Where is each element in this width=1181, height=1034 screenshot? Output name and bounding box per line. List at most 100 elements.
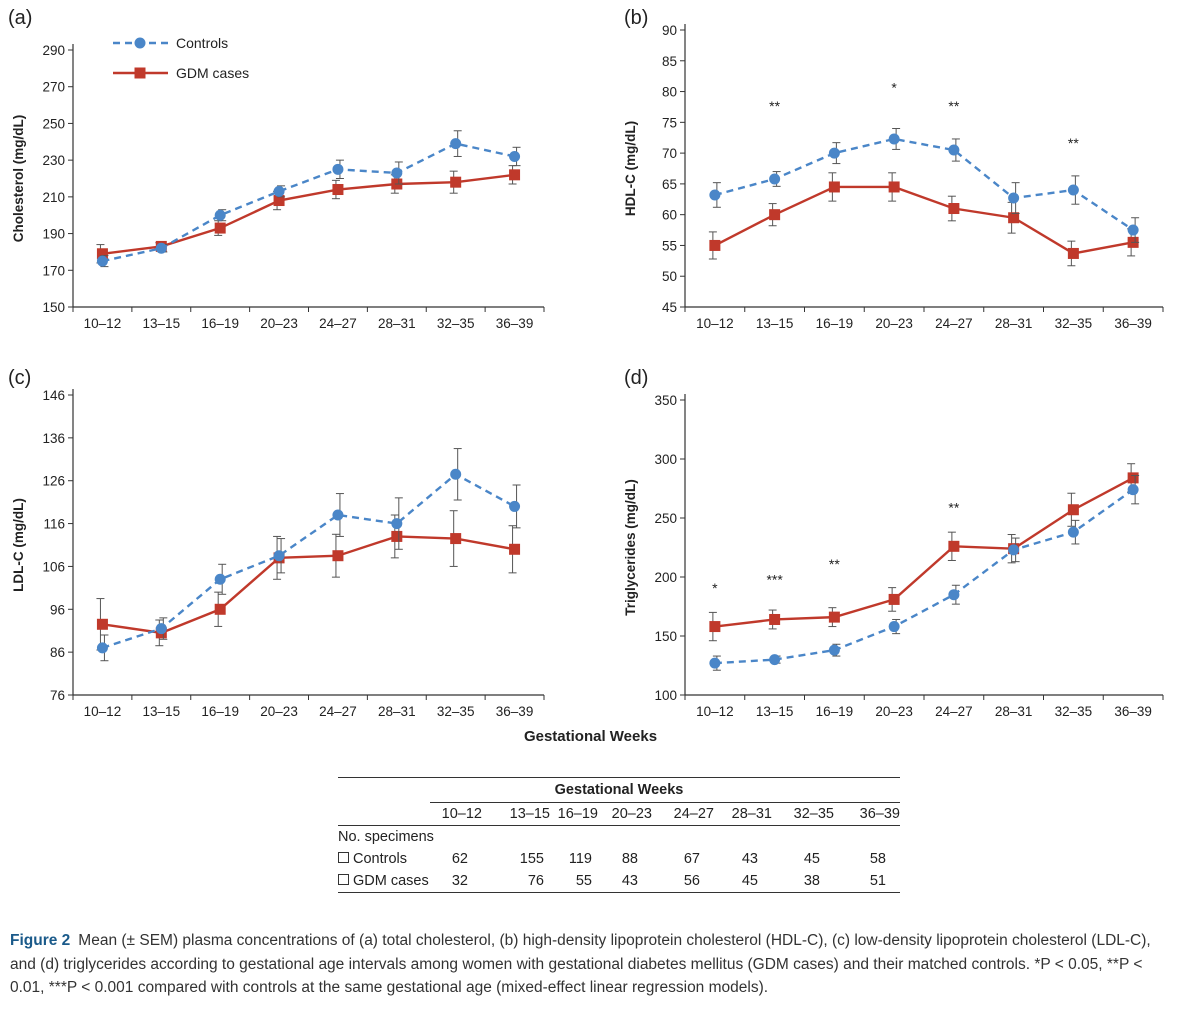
x-tick-label: 32–35	[1055, 316, 1093, 331]
legend-gdm-label: GDM cases	[176, 65, 249, 81]
x-tick-label: 16–19	[816, 704, 854, 719]
gdm-data-point	[709, 239, 721, 251]
x-tick-label: 36–39	[496, 704, 534, 719]
controls-data-point	[155, 242, 167, 254]
panel-label: (a)	[8, 7, 32, 29]
controls-data-point	[828, 147, 840, 159]
x-tick-label: 28–31	[995, 704, 1033, 719]
y-tick-label: 350	[654, 393, 677, 408]
significance-marker: ***	[766, 572, 783, 588]
x-tick-label: 32–35	[437, 704, 475, 719]
table-col-header: 16–19	[550, 802, 598, 826]
y-tick-label: 50	[662, 269, 677, 284]
specimen-count-table: Gestational Weeks 10–12 13–15 16–19 20–2…	[338, 777, 900, 893]
controls-data-point	[888, 621, 900, 633]
gdm-data-point	[888, 593, 900, 605]
table-cell: 88	[621, 851, 638, 867]
significance-marker: **	[948, 500, 959, 516]
gdm-data-point	[509, 543, 521, 555]
controls-data-point	[1008, 192, 1020, 204]
table-cell: 76	[482, 870, 550, 893]
legend-controls-marker	[134, 37, 146, 49]
controls-data-point	[273, 185, 285, 197]
y-tick-label: 60	[662, 208, 677, 223]
panel-label: (d)	[624, 367, 648, 389]
gdm-data-point	[1067, 504, 1079, 516]
significance-marker: *	[891, 79, 897, 95]
gdm-data-point	[828, 611, 840, 623]
table-cell: 119	[568, 851, 592, 867]
controls-data-point	[888, 133, 900, 145]
y-tick-label: 250	[42, 116, 65, 131]
table-col-header: 28–31	[714, 802, 772, 826]
controls-data-point	[709, 189, 721, 201]
table-cell: 58	[869, 851, 886, 867]
y-tick-label: 70	[662, 146, 677, 161]
y-tick-label: 76	[50, 688, 65, 703]
square-icon	[338, 852, 349, 863]
controls-data-point	[1127, 484, 1139, 496]
y-tick-label: 65	[662, 177, 677, 192]
table-cell: 55	[550, 870, 598, 893]
significance-marker: *	[712, 580, 718, 596]
y-tick-label: 146	[42, 388, 65, 403]
controls-data-point	[509, 500, 521, 512]
controls-series-line	[102, 472, 516, 649]
controls-data-point	[155, 623, 167, 635]
table-row-label: GDM cases	[353, 873, 429, 889]
legend-controls-label: Controls	[176, 35, 228, 51]
legend-gdm-marker	[134, 67, 146, 79]
gdm-data-point	[391, 530, 403, 542]
gdm-data-point	[214, 222, 226, 234]
y-tick-label: 90	[662, 23, 677, 38]
y-tick-label: 300	[654, 452, 677, 467]
table-cell: 45	[714, 870, 772, 893]
y-tick-label: 150	[654, 629, 677, 644]
controls-data-point	[1067, 526, 1079, 538]
x-tick-label: 20–23	[260, 704, 298, 719]
table-cell: 51	[834, 870, 900, 893]
gdm-data-point	[450, 176, 462, 188]
controls-data-point	[332, 163, 344, 175]
controls-series-line	[714, 488, 1134, 665]
controls-data-point	[391, 167, 403, 179]
y-tick-label: 116	[43, 517, 65, 532]
y-tick-label: 190	[42, 227, 65, 242]
gdm-series-line	[714, 476, 1134, 628]
y-axis-label: HDL-C (mg/dL)	[623, 121, 638, 216]
controls-data-point	[273, 550, 285, 562]
gdm-data-point	[96, 618, 108, 630]
legend: Controls GDM cases	[113, 35, 249, 81]
x-tick-label: 20–23	[260, 316, 298, 331]
y-axis-label: LDL-C (mg/dL)	[11, 498, 26, 592]
gdm-series-line	[714, 185, 1134, 255]
controls-series-line	[714, 137, 1134, 232]
gdm-data-point	[769, 613, 781, 625]
x-tick-label: 24–27	[319, 316, 357, 331]
x-tick-label: 16–19	[201, 704, 239, 719]
x-tick-label: 13–15	[143, 316, 181, 331]
x-tick-label: 20–23	[875, 704, 913, 719]
x-tick-label: 36–39	[496, 316, 534, 331]
table-cell: 32	[430, 870, 482, 893]
controls-data-point	[1008, 544, 1020, 556]
controls-data-point	[769, 173, 781, 185]
table-cell: 45	[803, 851, 820, 867]
y-tick-label: 200	[654, 570, 677, 585]
gdm-data-point	[769, 209, 781, 221]
global-x-axis-label: Gestational Weeks	[523, 728, 658, 745]
table-col-header: 20–23	[598, 802, 652, 826]
gdm-data-point	[1127, 472, 1139, 484]
gdm-series-line	[102, 173, 515, 255]
x-tick-label: 13–15	[143, 704, 181, 719]
significance-marker: **	[948, 98, 959, 114]
table-section-row: No. specimens	[338, 825, 900, 848]
y-tick-label: 210	[42, 190, 65, 205]
square-icon	[338, 874, 349, 885]
x-tick-label: 10–12	[84, 316, 122, 331]
gdm-data-point	[214, 603, 226, 615]
controls-data-point	[96, 642, 108, 654]
gdm-data-point	[273, 195, 285, 207]
table-col-header: 10–12	[430, 802, 482, 826]
controls-data-point	[1127, 224, 1139, 236]
